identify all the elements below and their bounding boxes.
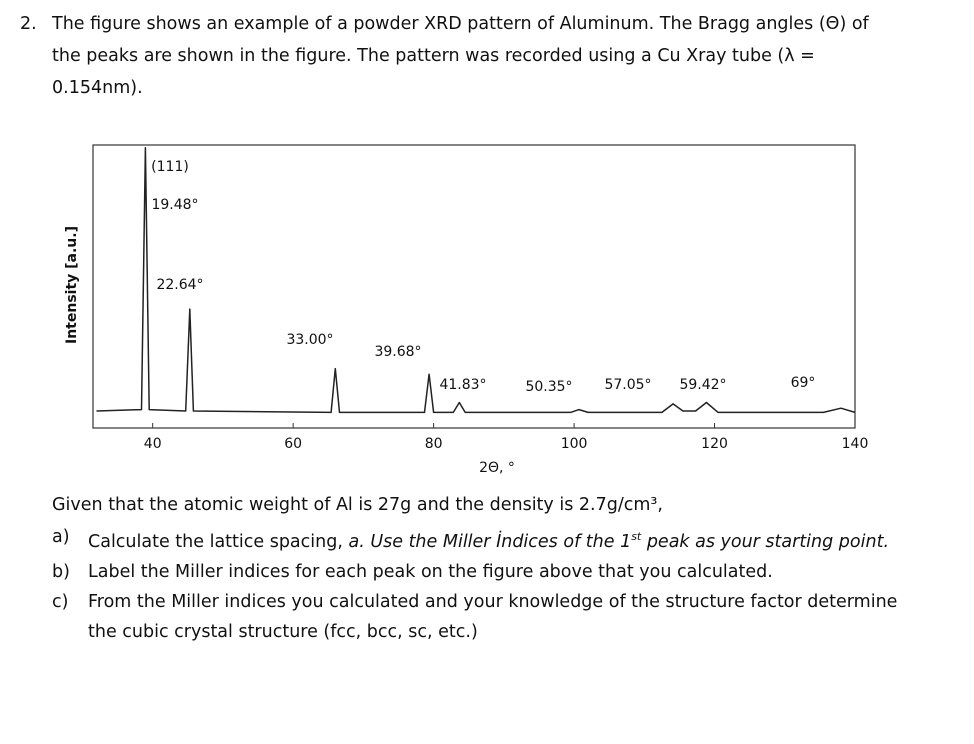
x-tick-label: 120: [701, 436, 728, 452]
xrd-chart: 40 60 80 100 120 140 2Θ, ° Intensity [a.u.] (111…: [64, 144, 869, 476]
peak-label: 69°: [791, 375, 816, 391]
item-text: From the Miller indices you calculated a…: [88, 591, 898, 642]
item-text: st: [631, 530, 642, 543]
item: b) Label the Miller indices for each peak…: [52, 557, 922, 587]
question-text: The figure shows an example of a powder …: [52, 14, 869, 98]
x-tick-label: 80: [425, 436, 443, 452]
peak-label: 59.42°: [679, 377, 726, 393]
given-text: Given that the atomic weight of Al is 27…: [52, 495, 663, 515]
x-axis-label: 2Θ, °: [479, 460, 515, 476]
item: c) From the Miller indices you calculated…: [52, 587, 922, 647]
item: a) Calculate the lattice spacing, a. Use …: [52, 522, 922, 557]
x-tick-label: 40: [144, 436, 162, 452]
peak-label: (111): [151, 159, 189, 175]
item-text: Label the Miller indices for each peak o…: [88, 561, 773, 582]
question: 2. The figure shows an example of a powd…: [20, 8, 920, 104]
y-axis-label: Intensity [a.u.]: [64, 226, 80, 344]
peak-label: 57.05°: [604, 377, 651, 393]
item-text: Calculate the lattice spacing,: [88, 531, 349, 552]
x-tick-label: 100: [561, 436, 588, 452]
item-label: c): [52, 591, 69, 612]
peak-label: 50.35°: [525, 379, 572, 395]
item-text: a. Use the Miller İndices of the 1: [348, 531, 632, 552]
item-text: peak as your starting point.: [641, 531, 890, 552]
peak-label: 19.48°: [151, 197, 198, 213]
peak-label: 22.64°: [156, 277, 203, 293]
peak-label: 33.00°: [286, 332, 333, 348]
item-list: a) Calculate the lattice spacing, a. Use …: [52, 522, 922, 647]
peak-label: 39.68°: [374, 344, 421, 360]
x-tick-label: 60: [284, 436, 302, 452]
peak-label: 41.83°: [439, 377, 486, 393]
question-number: 2.: [20, 14, 37, 34]
item-label: a): [52, 527, 70, 547]
pattern-line: [96, 147, 856, 414]
item-label: b): [52, 561, 70, 582]
plot-frame: [92, 144, 856, 429]
x-tick-label: 140: [842, 436, 869, 452]
